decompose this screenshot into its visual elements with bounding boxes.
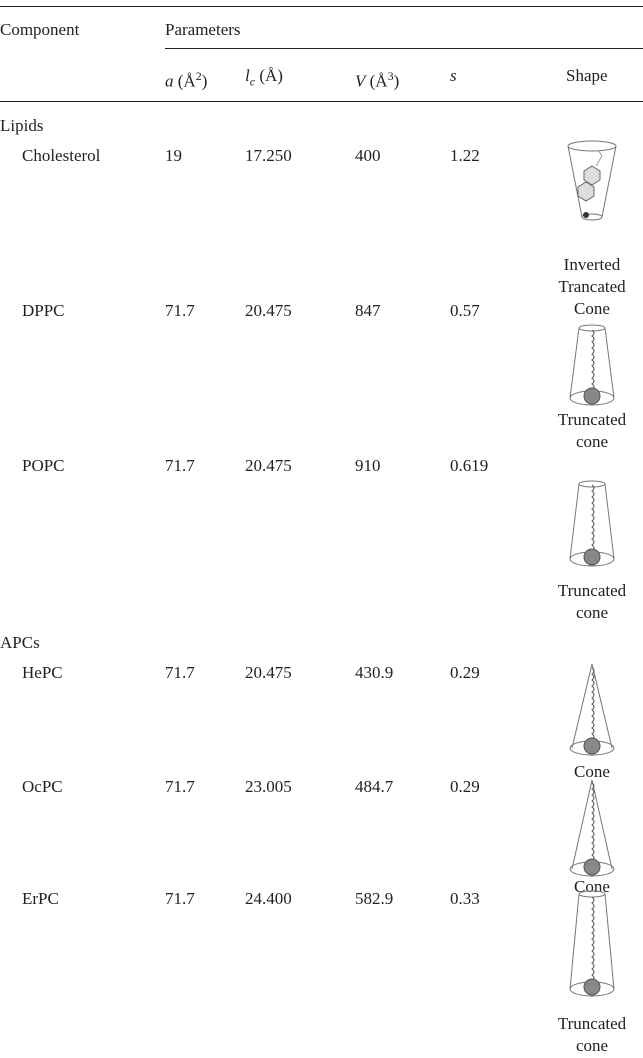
cell-value: 71.7 (165, 777, 195, 796)
group-name: Lipids (0, 116, 44, 135)
component-name: OcPC (22, 777, 63, 796)
cell-value: 71.7 (165, 889, 195, 908)
column-unit-close: ) (393, 71, 400, 91)
header-parameters: Parameters (165, 20, 241, 39)
header-component: Component (0, 20, 80, 39)
cell-value: 24.400 (245, 889, 292, 908)
component-name: ErPC (22, 889, 59, 908)
top-rule (0, 6, 643, 7)
shape-icon (569, 890, 615, 997)
cell-value: 17.250 (245, 146, 292, 165)
column-symbol: V (355, 71, 366, 91)
shape-icon (567, 140, 617, 221)
cell-value: 400 (355, 146, 381, 165)
cell-value: 0.29 (450, 663, 480, 682)
shape-label: Truncated cone (557, 1014, 627, 1055)
cell-value: 20.475 (245, 456, 292, 475)
shape-icon (569, 324, 615, 406)
cell-value: 484.7 (355, 777, 394, 796)
cell-value: 0.57 (450, 301, 480, 320)
column-superscript: 2 (195, 69, 202, 83)
cell-value: 71.7 (165, 301, 195, 320)
cell-value: 1.22 (450, 146, 480, 165)
shape-label: Cone (574, 762, 610, 781)
column-subscript: c (249, 74, 256, 89)
cell-value: 582.9 (355, 889, 394, 908)
column-header: V (Å3) (355, 66, 399, 92)
column-superscript: 3 (387, 69, 394, 83)
shape-label: Truncated cone (557, 581, 627, 622)
component-name: HePC (22, 663, 63, 682)
shape-icon (569, 480, 615, 567)
cell-value: 0.33 (450, 889, 480, 908)
component-name: DPPC (22, 301, 65, 320)
column-unit-close: ) (201, 71, 208, 91)
column-symbol: l (245, 66, 250, 85)
column-header: s (450, 66, 457, 86)
column-unit: (Å (369, 71, 388, 91)
component-name: Cholesterol (22, 146, 101, 165)
column-unit: (Å) (259, 66, 283, 85)
cell-value: 0.619 (450, 456, 489, 475)
cell-value: 910 (355, 456, 381, 475)
shape-label: Inverted Trancated Cone (558, 255, 626, 318)
parameters-rule (165, 48, 643, 49)
cell-value: 23.005 (245, 777, 292, 796)
cell-value: 71.7 (165, 456, 195, 475)
column-header: a (Å2) (165, 66, 207, 92)
cell-value: 430.9 (355, 663, 394, 682)
cell-value: 71.7 (165, 663, 195, 682)
column-header: Shape (566, 66, 608, 86)
component-name: POPC (22, 456, 65, 475)
cell-value: 847 (355, 301, 381, 320)
cell-value: 20.475 (245, 663, 292, 682)
cell-value: 19 (165, 146, 182, 165)
shape-label: Truncated cone (557, 410, 627, 451)
column-unit: (Å (177, 71, 196, 91)
cell-value: 20.475 (245, 301, 292, 320)
column-symbol: a (165, 71, 174, 91)
column-header: lc (Å) (245, 66, 283, 91)
cell-value: 0.29 (450, 777, 480, 796)
shape-icon (569, 663, 615, 756)
shape-icon (569, 779, 615, 877)
column-label: Shape (566, 66, 608, 85)
header-rule (0, 101, 643, 102)
column-symbol: s (450, 66, 457, 85)
group-name: APCs (0, 633, 40, 652)
